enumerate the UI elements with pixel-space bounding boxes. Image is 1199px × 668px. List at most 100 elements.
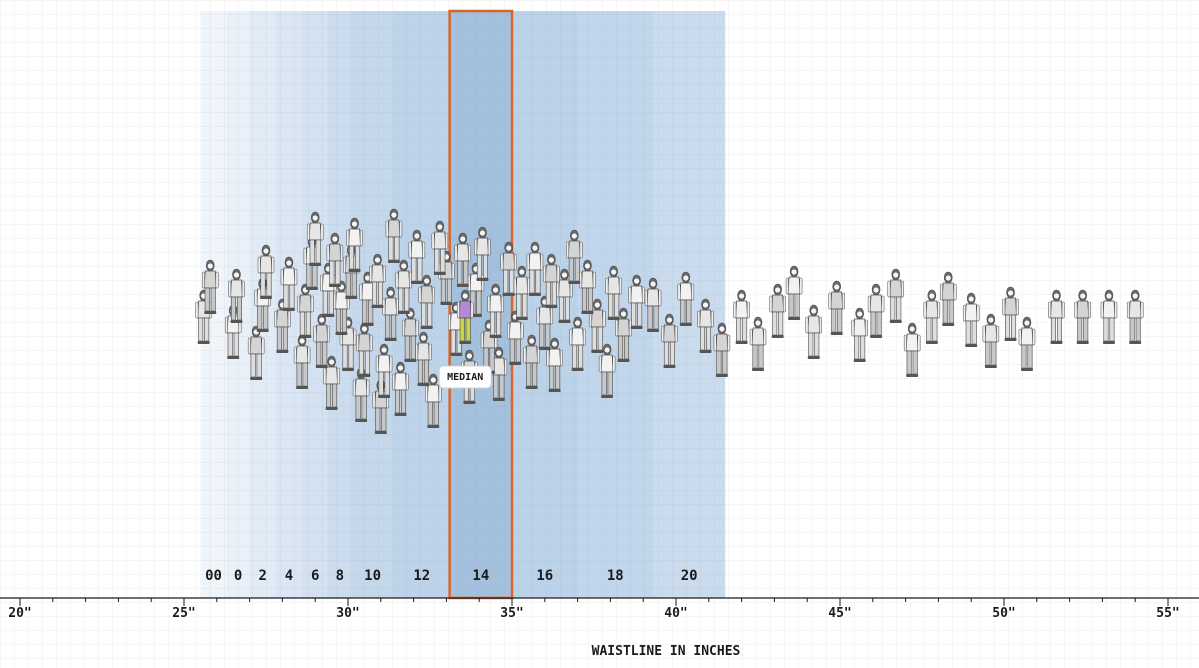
figure-shoes xyxy=(305,287,318,290)
figure-leg-left xyxy=(808,332,814,357)
figure-torso xyxy=(646,288,660,307)
figure-torso xyxy=(679,282,693,301)
figure-shoes xyxy=(647,329,660,332)
figure-leg-right xyxy=(351,272,357,297)
figure-arm-right xyxy=(559,349,563,367)
person-figure xyxy=(644,277,662,332)
figure-head xyxy=(233,271,240,279)
figure-leg-left xyxy=(457,260,463,285)
figure-leg-left xyxy=(529,269,535,294)
figure-torso xyxy=(298,294,312,313)
figure-shoes xyxy=(260,296,272,299)
figure-head xyxy=(420,334,427,342)
figure-arm-left xyxy=(480,331,484,349)
figure-leg-right xyxy=(637,302,643,327)
person-figure xyxy=(828,280,845,335)
figure-arm-right xyxy=(353,328,357,346)
figure-head xyxy=(397,364,404,372)
person-figure xyxy=(293,334,311,389)
person-figure xyxy=(733,289,750,344)
figure-leg-right xyxy=(335,260,341,285)
figure-shoes xyxy=(568,281,581,284)
figure-arm-right xyxy=(556,265,560,283)
figure-shoes xyxy=(607,317,620,320)
figure-head xyxy=(1131,292,1139,300)
figure-arm-right xyxy=(602,310,606,328)
figure-arm-left xyxy=(598,355,602,373)
figure-arm-left xyxy=(1002,298,1006,316)
figure-torso xyxy=(807,315,821,334)
figure-arm-left xyxy=(431,232,435,250)
figure-arm-left xyxy=(769,295,773,313)
figure-torso xyxy=(544,264,558,283)
size-label-6: 6 xyxy=(311,568,319,584)
figure-arm-right xyxy=(340,244,344,262)
figure-shoes xyxy=(374,431,387,434)
figure-arm-right xyxy=(1140,301,1144,319)
figure-shoes xyxy=(417,383,430,386)
figure-head xyxy=(967,295,975,303)
figure-arm-left xyxy=(456,301,460,319)
figure-torso xyxy=(1128,300,1142,319)
figure-arm-left xyxy=(257,256,261,274)
person-figure xyxy=(982,313,1000,368)
tick-label-20: 20" xyxy=(8,606,31,621)
figure-head xyxy=(285,259,293,267)
figure-leg-right xyxy=(535,269,541,294)
figure-shoes xyxy=(309,263,322,266)
tick-label-45: 45" xyxy=(828,606,851,621)
figure-arm-left xyxy=(247,337,251,355)
figure-head xyxy=(479,229,486,237)
figure-shoes xyxy=(325,407,338,410)
figure-head xyxy=(702,301,709,309)
tick-label-40: 40" xyxy=(664,606,687,621)
figure-leg-left xyxy=(526,362,532,387)
figure-arm-left xyxy=(352,379,356,397)
figure-arm-right xyxy=(619,277,622,295)
figure-torso xyxy=(525,345,539,364)
figure-leg-right xyxy=(587,287,593,312)
figure-shoes xyxy=(1004,338,1017,341)
size-label-12: 12 xyxy=(413,568,430,584)
person-figure xyxy=(415,331,432,386)
figure-arm-left xyxy=(320,274,323,292)
figure-arm-left xyxy=(201,271,205,289)
figure-arm-right xyxy=(901,280,905,298)
figure-head xyxy=(1053,292,1060,300)
figure-arm-left xyxy=(487,295,491,313)
figure-shoes xyxy=(870,335,883,338)
figure-leg-right xyxy=(971,320,977,345)
figure-head xyxy=(928,292,936,300)
figure-leg-right xyxy=(440,248,446,273)
figure-torso xyxy=(515,276,529,295)
figure-shoes xyxy=(788,317,801,320)
figure-head xyxy=(810,307,818,315)
figure-torso xyxy=(771,294,785,313)
figure-leg-right xyxy=(322,341,328,366)
figure-leg-left xyxy=(572,344,578,369)
figure-arm-left xyxy=(280,268,284,286)
figure-leg-right xyxy=(706,326,712,351)
figure-arm-right xyxy=(271,256,275,274)
figure-torso xyxy=(394,372,407,391)
figure-leg-left xyxy=(985,341,991,366)
person-figure xyxy=(375,343,393,398)
median-label: MEDIAN xyxy=(447,372,483,383)
figure-leg-right xyxy=(465,317,471,342)
figure-head xyxy=(666,316,673,324)
figure-head xyxy=(551,340,558,348)
figure-torso xyxy=(282,267,296,286)
figure-leg-left xyxy=(322,290,328,315)
figure-arm-right xyxy=(537,346,540,364)
figure-leg-right xyxy=(289,284,295,309)
person-figure xyxy=(598,343,616,398)
figure-leg-right xyxy=(404,287,410,312)
figure-arm-left xyxy=(661,325,665,343)
person-figure xyxy=(490,346,508,401)
figure-arm-right xyxy=(451,262,455,280)
figure-torso xyxy=(410,240,424,259)
figure-shoes xyxy=(456,284,469,287)
figure-torso xyxy=(941,282,955,301)
figure-arm-left xyxy=(605,277,609,295)
